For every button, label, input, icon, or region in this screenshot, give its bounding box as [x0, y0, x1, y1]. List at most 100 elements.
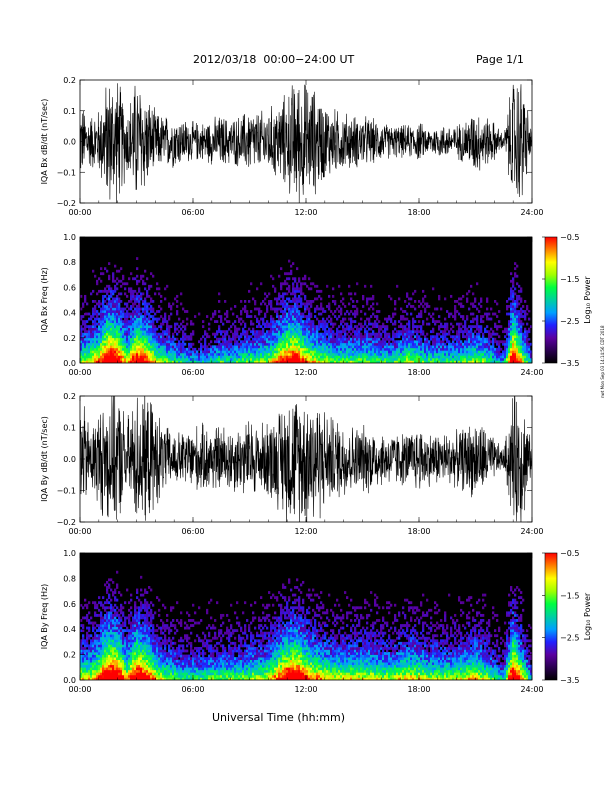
- spectrogram-cell: [340, 360, 343, 363]
- spectrogram-cell: [146, 360, 149, 363]
- spectrogram-cell: [354, 340, 357, 344]
- spectrogram-cell: [286, 302, 289, 306]
- spectrogram-cell: [116, 649, 119, 653]
- spectrogram-cell: [444, 330, 447, 334]
- spectrogram-cell: [124, 312, 127, 316]
- spectrogram-cell: [296, 355, 299, 359]
- spectrogram-cell: [98, 634, 101, 638]
- spectrogram-cell: [332, 352, 335, 356]
- spectrogram-cell: [346, 357, 349, 361]
- spectrogram-cell: [384, 337, 387, 341]
- spectrogram-cell: [340, 332, 343, 336]
- spectrogram-cell: [480, 350, 483, 354]
- spectrogram-cell: [292, 357, 295, 361]
- spectrogram-cell: [82, 626, 85, 630]
- spectrogram-cell: [338, 347, 341, 351]
- spectrogram-cell: [166, 355, 169, 359]
- spectrogram-cell: [298, 310, 301, 313]
- spectrogram-cell: [474, 297, 477, 301]
- spectrogram-cell: [418, 325, 421, 329]
- spectrogram-cell: [482, 315, 485, 318]
- spectrogram-cell: [142, 317, 145, 321]
- spectrogram-cell: [176, 355, 179, 359]
- spectrogram-cell: [270, 317, 273, 321]
- spectrogram-cell: [526, 345, 529, 349]
- y-tick-label: 0.4: [63, 309, 76, 318]
- spectrogram-cell: [340, 342, 343, 346]
- spectrogram-cell: [284, 342, 287, 346]
- spectrogram-cell: [264, 312, 267, 316]
- spectrogram-cell: [308, 300, 311, 303]
- spectrogram-cell: [226, 355, 229, 359]
- spectrogram-cell: [184, 357, 187, 361]
- spectrogram-cell: [230, 355, 233, 359]
- spectrogram-cell: [120, 332, 123, 336]
- spectrogram-cell: [234, 305, 237, 308]
- spectrogram-cell: [400, 325, 403, 329]
- spectrogram-cell: [278, 355, 281, 359]
- spectrogram-cell: [438, 340, 441, 344]
- spectrogram-cell: [318, 335, 321, 339]
- spectrogram-cell: [100, 657, 103, 660]
- spectrogram-cell: [102, 272, 105, 276]
- spectrogram-cell: [284, 332, 287, 336]
- spectrogram-cell: [356, 300, 359, 303]
- spectrogram-cell: [270, 315, 273, 318]
- spectrogram-cell: [428, 305, 431, 308]
- spectrogram-cell: [268, 357, 271, 361]
- spectrogram-cell: [272, 337, 275, 341]
- spectrogram-cell: [230, 352, 233, 356]
- spectrogram-cell: [100, 337, 103, 341]
- spectrogram-cell: [516, 352, 519, 356]
- spectrogram-cell: [354, 347, 357, 351]
- spectrogram-cell: [510, 352, 513, 356]
- spectrogram-cell: [496, 302, 499, 306]
- spectrogram-cell: [256, 352, 259, 356]
- spectrogram-cell: [182, 342, 185, 346]
- spectrogram-cell: [208, 347, 211, 351]
- spectrogram-cell: [474, 345, 477, 349]
- spectrogram-cell: [100, 279, 103, 283]
- spectrogram-cell: [502, 357, 505, 361]
- spectrogram-cell: [242, 342, 245, 346]
- spectrogram-cell: [92, 652, 95, 655]
- y-axis-title-2: IQA Bx Freq (Hz): [40, 267, 49, 333]
- spectrogram-cell: [506, 355, 509, 359]
- spectrogram-cell: [482, 360, 485, 363]
- spectrogram-cell: [446, 360, 449, 363]
- spectrogram-cell: [254, 315, 257, 318]
- spectrogram-cell: [288, 284, 291, 288]
- spectrogram-cell: [106, 310, 109, 313]
- spectrogram-cell: [286, 347, 289, 351]
- spectrogram-cell: [96, 330, 99, 334]
- spectrogram-cell: [300, 292, 303, 296]
- spectrogram-cell: [434, 355, 437, 359]
- spectrogram-cell: [108, 302, 111, 306]
- spectrogram-cell: [418, 347, 421, 351]
- spectrogram-cell: [322, 317, 325, 321]
- spectrogram-cell: [396, 352, 399, 356]
- spectrogram-cell: [414, 325, 417, 329]
- spectrogram-cell: [130, 289, 133, 293]
- spectrogram-cell: [366, 340, 369, 344]
- spectrogram-cell: [378, 347, 381, 351]
- colorbar-tick-label: −0.5: [560, 233, 579, 242]
- spectrogram-cell: [94, 310, 97, 313]
- spectrogram-cell: [112, 608, 115, 612]
- spectrogram-cell: [462, 342, 465, 346]
- spectrogram-cell: [90, 616, 93, 620]
- spectrogram-cell: [302, 355, 305, 359]
- spectrogram-cell: [116, 583, 119, 587]
- spectrogram-cell: [108, 667, 111, 671]
- spectrogram-cell: [492, 352, 495, 356]
- spectrogram-cell: [470, 325, 473, 329]
- spectrogram-cell: [320, 340, 323, 344]
- spectrogram-cell: [472, 292, 475, 296]
- spectrogram-cell: [476, 347, 479, 351]
- spectrogram-cell: [276, 357, 279, 361]
- spectrogram-cell: [356, 310, 359, 313]
- spectrogram-cell: [436, 345, 439, 349]
- spectrogram-cell: [136, 325, 139, 329]
- spectrogram-cell: [298, 279, 301, 283]
- spectrogram-cell: [260, 345, 263, 349]
